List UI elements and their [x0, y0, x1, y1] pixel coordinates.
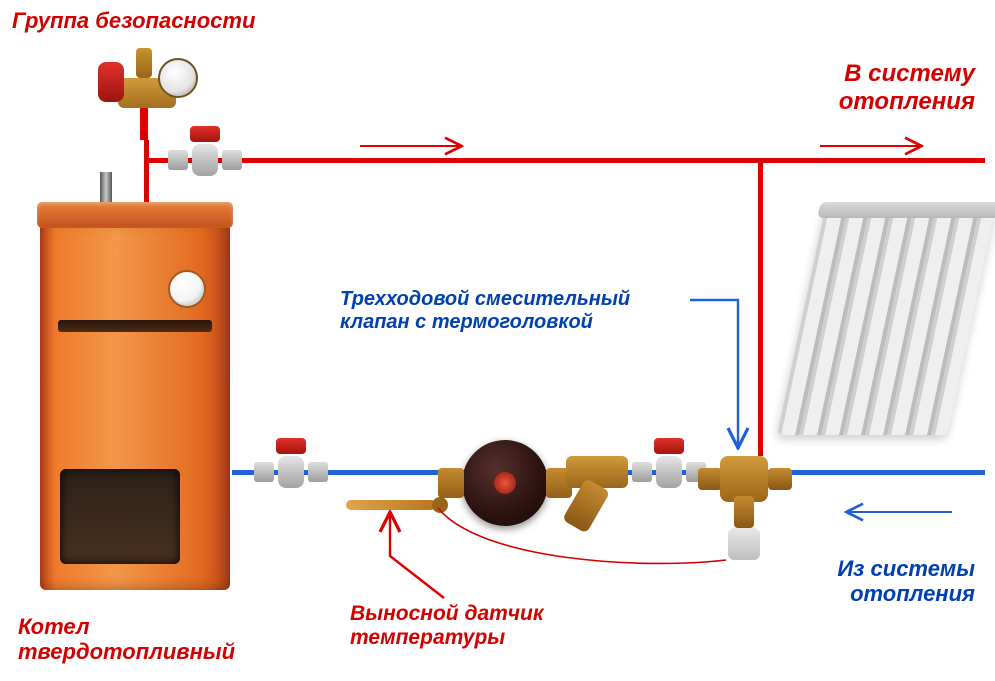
ball-valve-mixer — [632, 454, 706, 490]
ball-valve-return — [254, 454, 328, 490]
leader-mixer — [690, 300, 738, 446]
relief-valve-icon — [98, 62, 124, 102]
pressure-gauge-icon — [158, 58, 198, 98]
label-boiler: Котел твердотопливный — [18, 614, 235, 665]
label-mixer: Трехходовой смесительный клапан с термог… — [340, 288, 630, 334]
boiler-chimney — [100, 172, 112, 204]
label-to-system: В систему отопления — [839, 60, 975, 115]
hot-pipe — [144, 158, 985, 163]
hot-pipe-branch — [758, 158, 763, 456]
remote-sensor — [346, 500, 436, 510]
thermohead-icon — [728, 528, 760, 560]
diagram-canvas: Группа безопасности В систему отопления … — [0, 0, 995, 681]
boiler-gauge-icon — [168, 270, 206, 308]
hot-pipe-boiler — [144, 163, 149, 203]
radiator — [777, 210, 995, 435]
label-from-system: Из системы отопления — [837, 556, 975, 607]
three-way-mixer — [700, 448, 790, 558]
label-sensor: Выносной датчик температуры — [350, 602, 544, 650]
ball-valve-hot — [168, 142, 242, 178]
boiler-door — [60, 469, 180, 564]
safety-group — [92, 52, 202, 140]
air-vent-icon — [136, 48, 152, 78]
strainer — [566, 456, 628, 526]
leader-sensor — [390, 514, 444, 598]
circulation-pump — [462, 440, 548, 526]
boiler — [40, 220, 230, 590]
label-safety-group: Группа безопасности — [12, 8, 255, 33]
